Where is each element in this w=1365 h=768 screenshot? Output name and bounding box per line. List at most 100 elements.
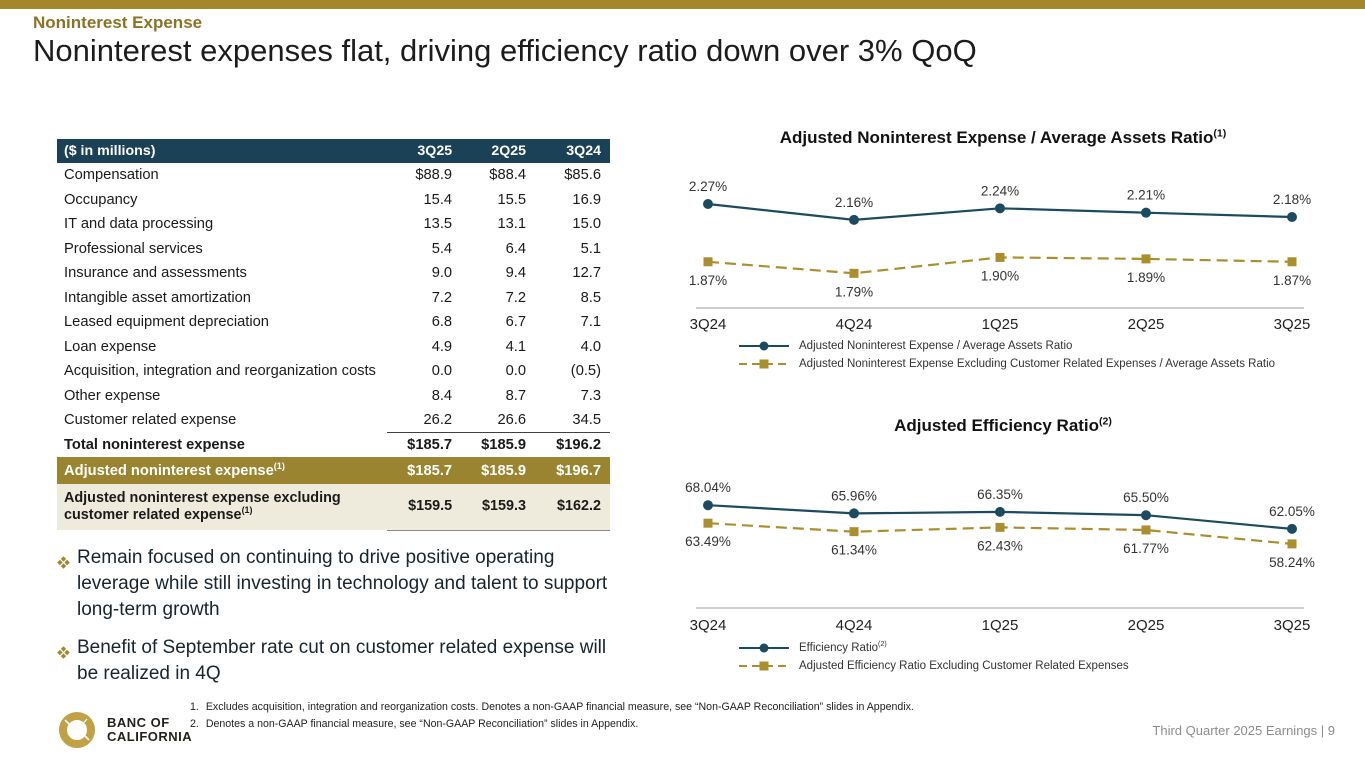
- footnote: 1. Excludes acquisition, integration and …: [190, 699, 914, 716]
- row-label: Adjusted noninterest expense(1): [57, 457, 388, 484]
- data-label: 2.21%: [1127, 188, 1165, 203]
- bullet-marker: [57, 551, 70, 623]
- data-point: [1141, 510, 1151, 521]
- data-point: [995, 203, 1005, 214]
- row-value: 26.2: [423, 412, 453, 428]
- logo-text: BANC OF CALIFORNIA: [107, 716, 192, 744]
- data-point: [1141, 254, 1151, 264]
- row-value: 4.0: [580, 338, 601, 355]
- row-value: 16.9: [572, 191, 601, 208]
- row-value: 5.1: [580, 240, 601, 257]
- line-chart: 3Q24 4Q24 1Q25 2Q25 3Q25 2.27% 2.16% 2.24% 2.21%…: [689, 179, 1311, 333]
- table-row: Customer related expense 26.2 26.6 34.5: [57, 408, 610, 433]
- row-value: 0.0: [505, 363, 527, 380]
- data-label: 1.79%: [835, 284, 873, 299]
- row-value: $185.7: [387, 432, 462, 457]
- data-label: 65.50%: [1123, 490, 1169, 505]
- data-point: [849, 268, 859, 278]
- row-label: Intangible asset amortization: [64, 289, 251, 306]
- chart-legend: Efficiency Ratio(2) Adjusted Efficiency R…: [738, 641, 1356, 672]
- legend-label: Adjusted Efficiency Ratio Excluding Cust…: [799, 660, 1129, 672]
- table-header-cell: 3Q24: [535, 139, 610, 163]
- x-tick-label: 3Q24: [690, 617, 727, 634]
- data-label: 62.43%: [977, 538, 1023, 553]
- footnote-text: Excludes acquisition, integration and re…: [205, 701, 914, 713]
- row-value: 7.2: [505, 289, 527, 306]
- bullet-list: Remain focused on continuing to drive po…: [57, 545, 632, 699]
- table-header-cell: ($ in millions): [57, 139, 388, 163]
- row-value: $185.9: [461, 457, 536, 484]
- bullet-item: Remain focused on continuing to drive po…: [57, 545, 632, 623]
- row-value: 13.5: [423, 216, 453, 233]
- row-value: 34.5: [572, 412, 601, 428]
- row-value: 6.7: [505, 314, 527, 331]
- row-value: 26.6: [497, 412, 527, 428]
- data-point: [849, 508, 859, 519]
- diamond-bullet-icon: [57, 556, 70, 569]
- row-value: 8.7: [505, 387, 527, 404]
- x-tick-label: 1Q25: [982, 617, 1019, 634]
- data-label: 68.04%: [685, 480, 731, 495]
- legend-label: Adjusted Noninterest Expense / Average A…: [799, 340, 1073, 352]
- data-label: 2.16%: [835, 195, 873, 210]
- table-header-cell: 2Q25: [461, 139, 536, 163]
- data-label: 61.77%: [1123, 541, 1169, 556]
- data-point: [703, 518, 713, 528]
- data-label: 1.89%: [1127, 270, 1165, 285]
- row-value: 7.2: [431, 289, 453, 306]
- legend-item: Adjusted Noninterest Expense / Average A…: [738, 340, 1356, 352]
- row-value: $162.2: [535, 484, 610, 531]
- row-value: 9.0: [431, 265, 453, 282]
- table-header-cell: 3Q25: [387, 139, 462, 163]
- row-value: 12.7: [572, 265, 601, 282]
- x-tick-label: 3Q24: [690, 316, 727, 333]
- row-value: 8.5: [580, 289, 601, 306]
- row-value: 4.9: [431, 338, 453, 355]
- data-point: [703, 257, 713, 267]
- bullet-text: Benefit of September rate cut on custome…: [77, 637, 607, 684]
- row-label: Occupancy: [64, 191, 138, 208]
- data-point: [1141, 207, 1151, 218]
- data-point: [995, 506, 1005, 517]
- data-label: 58.24%: [1269, 555, 1315, 570]
- data-label: 1.87%: [689, 273, 727, 288]
- row-value: $196.2: [535, 432, 610, 457]
- row-label: IT and data processing: [64, 216, 214, 233]
- x-tick-label: 1Q25: [982, 316, 1019, 333]
- chart-title-footnote-ref: (2): [1099, 415, 1112, 428]
- x-tick-label: 2Q25: [1128, 617, 1165, 634]
- legend-swatch-icon: [739, 341, 789, 351]
- x-tick-label: 4Q24: [836, 617, 873, 634]
- x-tick-label: 3Q25: [1274, 316, 1311, 333]
- row-value: 15.5: [497, 191, 527, 208]
- row-value: $159.5: [387, 484, 462, 531]
- data-label: 62.05%: [1269, 504, 1315, 519]
- row-label: Acquisition, integration and reorganizat…: [64, 363, 376, 380]
- data-point: [1287, 523, 1297, 534]
- row-value: 9.4: [505, 265, 527, 282]
- footnote-number: 1.: [190, 701, 199, 713]
- page-footer-label: Third Quarter 2025 Earnings | 9: [1152, 723, 1335, 738]
- row-value: 8.4: [431, 387, 453, 404]
- legend-item: Efficiency Ratio(2): [738, 641, 1356, 654]
- data-point: [849, 527, 859, 537]
- efficiency-ratio-chart: Adjusted Efficiency Ratio(2) 3Q24 4Q24 1Q2…: [650, 416, 1356, 672]
- row-value: $88.4: [489, 167, 527, 184]
- row-value: 6.8: [431, 314, 453, 331]
- table-row: Professional services 5.4 6.4 5.1: [57, 237, 610, 262]
- footnote-number: 2.: [190, 718, 199, 730]
- row-value: 15.0: [572, 216, 601, 233]
- page-title: Noninterest expenses flat, driving effic…: [33, 33, 977, 68]
- data-point: [703, 500, 713, 511]
- chart-title-footnote-ref: (1): [1213, 127, 1227, 140]
- footnote: 2. Denotes a non-GAAP financial measure, …: [190, 716, 914, 733]
- line-chart: 3Q24 4Q24 1Q25 2Q25 3Q25 68.04% 65.96% 66.35% 65…: [685, 480, 1315, 634]
- row-label: Insurance and assessments: [64, 265, 247, 282]
- row-label: Other expense: [64, 387, 161, 404]
- table-row: Adjusted noninterest expense(1) $185.7 $18…: [57, 457, 610, 484]
- logo-ring-icon: [59, 712, 95, 748]
- table-row: Compensation $88.9 $88.4 $85.6: [57, 163, 610, 188]
- table-row: Other expense 8.4 8.7 7.3: [57, 384, 610, 409]
- row-label: Leased equipment depreciation: [64, 314, 269, 331]
- data-label: 1.90%: [981, 268, 1019, 283]
